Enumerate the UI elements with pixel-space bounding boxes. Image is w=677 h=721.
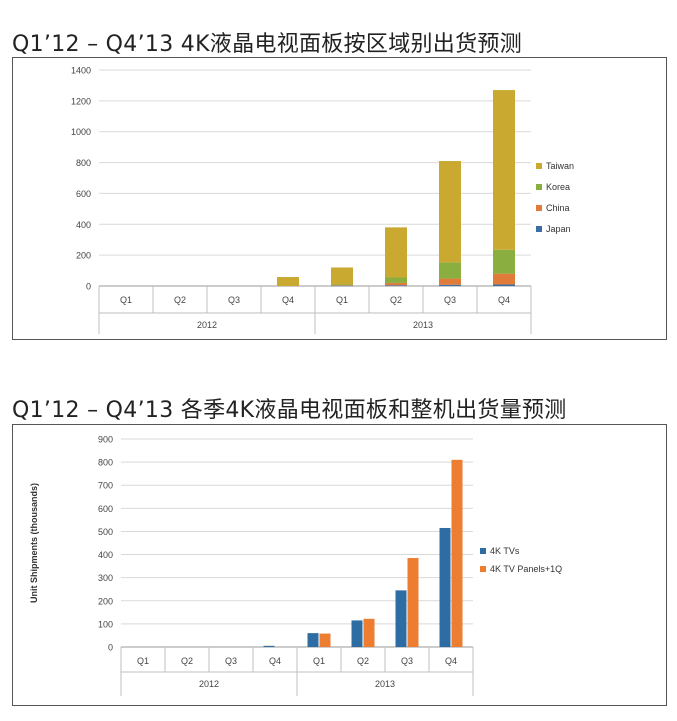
chart1-bar-taiwan-8: [493, 90, 515, 250]
chart2-x-tick-label: Q4: [445, 656, 457, 666]
chart1-x-tick-label: Q4: [282, 295, 294, 305]
chart2-legend-label: 4K TVs: [490, 546, 520, 556]
chart1-plot: 0 200 400 600 800 1000 1200 1400 Q1 Q2 Q3 Q4 Q1 Q2 Q3 Q…: [71, 66, 574, 334]
chart1-bar-japan-8: [493, 284, 515, 286]
chart2-legend-swatch: [480, 566, 486, 572]
chart1-y-tick-label: 1000: [71, 127, 91, 137]
chart1-legend-swatch: [536, 163, 542, 169]
chart1-bar-china-8: [493, 273, 515, 285]
chart2-x-tick-label: Q1: [137, 656, 149, 666]
chart2-y-tick-label: 200: [98, 596, 113, 606]
chart1-x-tick-label: Q2: [174, 295, 186, 305]
chart1-bar-japan-7: [439, 284, 461, 286]
chart1-x-tick-label: Q2: [390, 295, 402, 305]
chart2-bar-4k-tvs-8: [439, 527, 451, 647]
chart1-x-tick-label: Q3: [444, 295, 456, 305]
chart1-legend-label: Japan: [546, 224, 571, 234]
chart2-title: Q1’12 – Q4’13 各季4K液晶电视面板和整机出货量预测: [12, 398, 567, 423]
chart1-bar-korea-6: [385, 277, 407, 283]
chart2-bar-4k-tv-panels-1q-6: [363, 618, 375, 647]
chart1-y-tick-label: 1200: [71, 96, 91, 106]
chart2-plot: 0 100 200 300 400 500 600 700 800 900 Unit Shipmen…: [29, 435, 562, 696]
chart2-y-tick-label: 700: [98, 481, 113, 491]
chart2-x-tick-label: Q3: [401, 656, 413, 666]
chart2-y-axis-label: Unit Shipments (thousands): [29, 483, 39, 603]
chart1-y-tick-label: 800: [76, 158, 91, 168]
chart1-group-label: 2013: [413, 320, 433, 330]
chart2-y-tick-label: 300: [98, 573, 113, 583]
chart2-bar-4k-tv-panels-1q-8: [451, 459, 463, 647]
chart2-legend-swatch: [480, 548, 486, 554]
chart1-bar-korea-8: [493, 249, 515, 274]
chart2-legend-label: 4K TV Panels+1Q: [490, 564, 562, 574]
chart1-bar-korea-7: [439, 262, 461, 279]
chart2-y-tick-label: 0: [108, 643, 113, 653]
chart1-bar-taiwan-7: [439, 161, 461, 263]
chart2-y-tick-label: 500: [98, 527, 113, 537]
chart1-y-tick-label: 200: [76, 251, 91, 261]
chart1-group-label: 2012: [197, 320, 217, 330]
chart2-bar-4k-tvs-5: [307, 633, 319, 647]
chart1-bar-china-5: [331, 285, 353, 286]
chart1-x-tick-label: Q1: [120, 295, 132, 305]
chart1-panel: 0 200 400 600 800 1000 1200 1400 Q1 Q2 Q3 Q4 Q1 Q2 Q3 Q…: [12, 57, 667, 340]
chart1-legend-swatch: [536, 226, 542, 232]
chart2-panel: 0 100 200 300 400 500 600 700 800 900 Unit Shipmen…: [12, 424, 667, 706]
chart1-bar-china-6: [385, 282, 407, 286]
chart1-bar-taiwan-5: [331, 267, 353, 285]
chart2-y-tick-label: 600: [98, 504, 113, 514]
chart1-title: Q1’12 – Q4’13 4K液晶电视面板按区域别出货预测: [12, 32, 523, 57]
chart1-x-tick-label: Q1: [336, 295, 348, 305]
chart1-y-tick-label: 600: [76, 189, 91, 199]
chart2-x-tick-label: Q4: [269, 656, 281, 666]
chart1-x-tick-label: Q4: [498, 295, 510, 305]
chart1-bar-china-7: [439, 278, 461, 285]
chart1-legend-swatch: [536, 184, 542, 190]
chart1-legend-label: Taiwan: [546, 161, 574, 171]
chart2-y-tick-label: 900: [98, 435, 113, 445]
chart1-bar-japan-6: [385, 285, 407, 286]
chart1-y-tick-label: 0: [86, 282, 91, 292]
chart1-bar-japan-5: [331, 285, 353, 287]
chart1-legend-swatch: [536, 205, 542, 211]
chart2-y-tick-label: 100: [98, 619, 113, 629]
chart2-x-tick-label: Q1: [313, 656, 325, 666]
chart2-bar-4k-tvs-7: [395, 590, 407, 647]
chart2-bar-4k-tv-panels-1q-7: [407, 558, 419, 647]
chart2-bar-4k-tvs-4: [263, 645, 275, 647]
chart1-bar-korea-5: [331, 284, 353, 286]
chart2-x-tick-label: Q2: [357, 656, 369, 666]
chart1-legend-label: Korea: [546, 182, 570, 192]
chart2-bar-4k-tvs-6: [351, 620, 363, 647]
chart2-y-tick-label: 800: [98, 458, 113, 468]
chart1-bar-taiwan-4: [277, 277, 299, 286]
chart2-bar-4k-tv-panels-1q-5: [319, 633, 331, 647]
chart2-x-tick-label: Q3: [225, 656, 237, 666]
chart1-y-tick-label: 1400: [71, 66, 91, 76]
chart1-y-tick-label: 400: [76, 220, 91, 230]
chart1-legend-label: China: [546, 203, 570, 213]
chart2-y-tick-label: 400: [98, 550, 113, 560]
chart2-group-label: 2013: [375, 679, 395, 689]
chart1-bar-taiwan-6: [385, 227, 407, 278]
chart2-x-tick-label: Q2: [181, 656, 193, 666]
chart2-group-label: 2012: [199, 679, 219, 689]
chart1-x-tick-label: Q3: [228, 295, 240, 305]
